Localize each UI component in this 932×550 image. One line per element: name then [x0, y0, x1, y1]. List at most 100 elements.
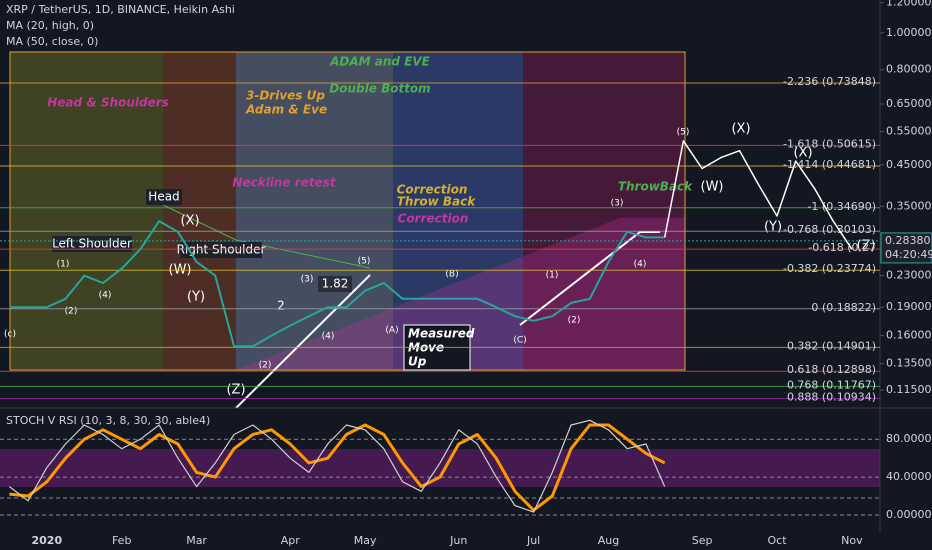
x-tick-label: Apr: [281, 534, 301, 547]
annotations: ADAM and EVE Double Bottom Head & Should…: [4, 55, 876, 398]
zone: [163, 52, 236, 370]
annotation: 3-Drives Up: [246, 89, 325, 103]
x-tick-label: Nov: [841, 534, 863, 547]
annotation: Up: [408, 355, 427, 369]
trend-line: [519, 231, 660, 326]
zone: [236, 52, 393, 370]
chart-title: XRP / TetherUS, 1D, BINANCE, Heikin Ashi: [6, 3, 235, 16]
zone: [393, 52, 523, 370]
y-tick-label: 40.00000: [886, 470, 932, 483]
annotation: (1): [546, 271, 559, 281]
y-tick-label: 0.45000: [886, 158, 932, 171]
annotation: (4): [322, 332, 335, 342]
y-tick-label: 0.35000: [886, 199, 932, 212]
annotation: (4): [634, 260, 647, 270]
annotation: ThrowBack: [618, 180, 693, 194]
fib-label: 0 (0.18822): [811, 301, 876, 314]
annotation: (Z): [856, 239, 875, 254]
zone: [10, 52, 163, 370]
annotation: (C): [513, 336, 526, 346]
x-tick-label: 2020: [31, 534, 62, 547]
y-tick-label: 0.55000: [886, 125, 932, 138]
annotation: Throw Back: [397, 195, 477, 209]
annotation: (3): [301, 275, 314, 285]
fib-label: -1.414 (0.44681): [783, 158, 876, 171]
annotation: 2: [277, 299, 285, 313]
countdown: 04:20:49: [885, 248, 932, 261]
x-tick-label: May: [354, 534, 377, 547]
annotation: (B): [445, 270, 458, 280]
annotation: Double Bottom: [329, 82, 430, 96]
annotation: (X): [180, 214, 199, 229]
annotation: Neckline retest: [232, 176, 336, 190]
fib-label: 0.618 (0.12898): [787, 363, 876, 376]
indicator-label: MA (20, high, 0): [6, 19, 94, 32]
annotation: Head & Shoulders: [47, 96, 169, 110]
annotation: (X): [793, 146, 812, 161]
fib-label: -0.618 (0.27: [808, 241, 876, 254]
fib-label: -1 (0.34690): [807, 200, 876, 213]
annotation: Correction: [398, 212, 469, 226]
y-tick-label: 1.20000: [886, 0, 932, 9]
stoch-line: [9, 423, 666, 512]
fib-label: -0.382 (0.23774): [783, 262, 876, 275]
x-tick-label: Sep: [692, 534, 713, 547]
y-tick-label: 0.00000: [886, 508, 932, 521]
fib-label: -0.768 (0.30103): [783, 223, 876, 236]
y-tick-label: 0.16000: [886, 329, 932, 342]
y-tick-label: 0.65000: [886, 97, 932, 110]
annotation: (4): [99, 291, 112, 301]
annotation: (c): [4, 330, 16, 340]
annotation: Measured: [408, 327, 475, 341]
annotation: (A): [385, 326, 398, 336]
y-tick-label: 0.13500: [886, 357, 932, 370]
y-tick-label: 0.23000: [886, 269, 932, 282]
x-tick-label: Feb: [112, 534, 131, 547]
annotation: (2): [65, 307, 78, 317]
annotation: (Y): [187, 290, 205, 305]
x-tick-label: Jul: [526, 534, 540, 547]
price-line: [9, 220, 665, 348]
label-box: [52, 236, 132, 252]
y-tick-label: 0.80000: [886, 63, 932, 76]
fib-label: 0.888 (0.10934): [787, 391, 876, 404]
price-tag: [880, 232, 932, 264]
neckline: [162, 204, 371, 269]
annotation: (Z): [226, 383, 245, 398]
x-tick-label: Aug: [598, 534, 619, 547]
annotation: (W): [701, 180, 724, 195]
y-tick-label: 1.00000: [886, 26, 932, 39]
annotation: Correction: [397, 183, 468, 197]
annotation: Left Shoulder: [52, 237, 132, 251]
trend-line: [235, 274, 371, 409]
fib-label: -1.618 (0.50615): [783, 137, 876, 150]
label-box: [318, 276, 352, 292]
fib-label: 0.382 (0.14901): [787, 339, 876, 352]
x-tick-label: Jun: [449, 534, 467, 547]
projection-area: [236, 218, 685, 370]
annotation: Head: [148, 190, 179, 204]
y-tick-label: 0.19000: [886, 300, 932, 313]
annotation: (5): [358, 257, 371, 267]
indicator-label: MA (50, close, 0): [6, 35, 98, 48]
label-box: [180, 242, 262, 258]
annotation: (3): [611, 199, 624, 209]
annotation: (2): [259, 361, 272, 371]
fib-label: -2.236 (0.73848): [783, 75, 876, 88]
annotation: (Y): [764, 220, 782, 235]
x-tick-label: Oct: [768, 534, 788, 547]
zone-border: [9, 51, 686, 371]
annotation: 1.82: [322, 277, 349, 291]
label-box: [146, 189, 182, 205]
stoch-band: [0, 449, 880, 487]
annotation: Adam & Eve: [245, 103, 327, 117]
annotation: (5): [677, 128, 690, 138]
annotation: (X): [731, 122, 750, 137]
y-tick-label: 80.00000: [886, 432, 932, 445]
stoch-line: [9, 419, 666, 513]
x-tick-label: Mar: [186, 534, 207, 547]
annotation: (1): [57, 260, 70, 270]
annotation: (2): [568, 316, 581, 326]
y-tick-label: 0.11500: [886, 383, 932, 396]
